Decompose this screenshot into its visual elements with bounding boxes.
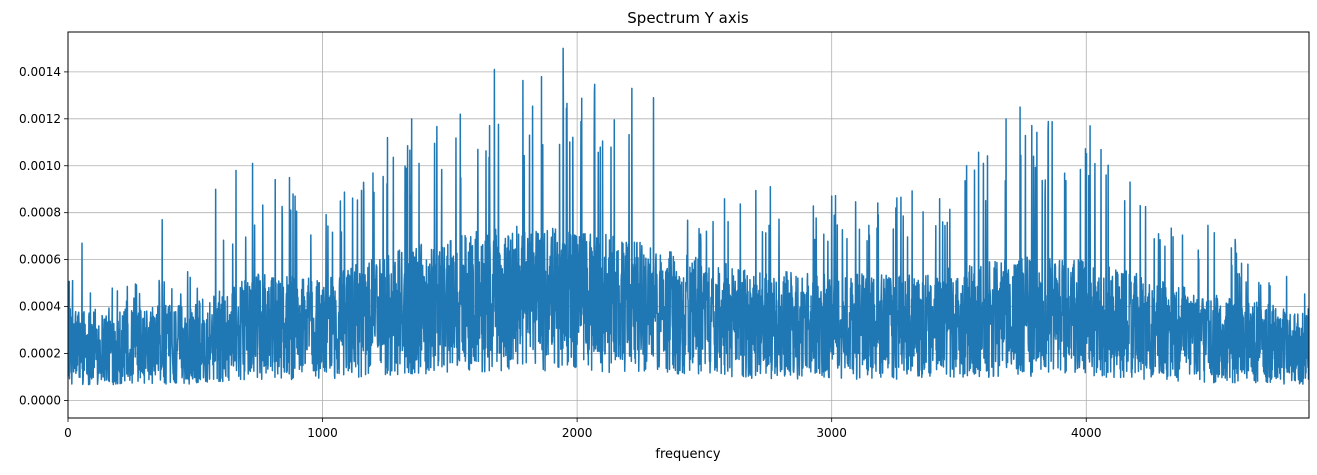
- x-tick-label: 1000: [307, 426, 338, 440]
- y-tick-label: 0.0012: [19, 112, 61, 126]
- x-tick-label: 3000: [816, 426, 847, 440]
- axes-frame: [67, 31, 1310, 419]
- x-tick-label: 2000: [562, 426, 593, 440]
- y-tick-label: 0.0004: [19, 300, 61, 314]
- chart-title: Spectrum Y axis: [627, 9, 749, 27]
- y-tick-label: 0.0014: [19, 65, 61, 79]
- y-tick-label: 0.0010: [19, 159, 61, 173]
- x-tick-label: 4000: [1071, 426, 1102, 440]
- x-axis: 0 1000 2000 3000 4000: [64, 418, 1102, 440]
- y-tick-label: 0.0002: [19, 346, 61, 360]
- spectrum-line: [68, 47, 1309, 386]
- y-axis: 0.0000 0.0002 0.0004 0.0006 0.0008 0.0010 0.00…: [19, 65, 68, 407]
- y-tick-label: 0.0008: [19, 206, 61, 220]
- x-axis-label: frequency: [655, 447, 721, 462]
- y-tick-label: 0.0006: [19, 253, 61, 267]
- x-tick-label: 0: [64, 426, 72, 440]
- y-tick-label: 0.0000: [19, 393, 61, 407]
- plot-area: [68, 47, 1309, 386]
